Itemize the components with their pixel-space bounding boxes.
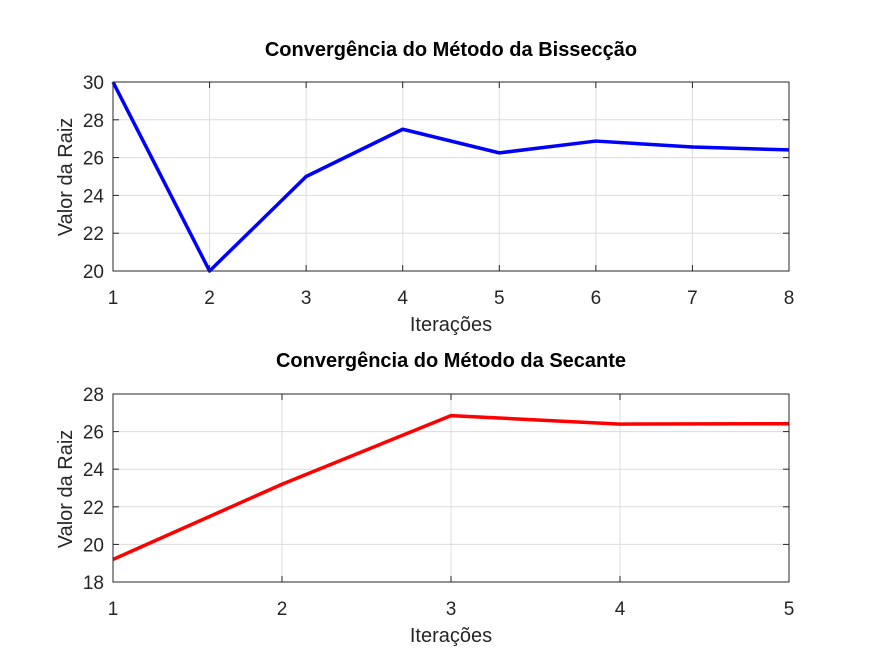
grid xyxy=(112,81,790,272)
series-line-0 xyxy=(111,81,790,273)
y-tick-label: 26 xyxy=(83,423,104,444)
x-tick-label: 8 xyxy=(784,288,795,309)
x-tick-label: 2 xyxy=(204,288,215,309)
x-tick-label: 5 xyxy=(784,599,795,620)
y-tick-label: 28 xyxy=(83,111,104,132)
chart-title: Convergência do Método da Bissecção xyxy=(265,39,637,61)
x-tick-label: 5 xyxy=(494,288,505,309)
y-tick-label: 20 xyxy=(83,535,104,556)
x-tick-label: 3 xyxy=(446,599,457,620)
y-tick-label: 26 xyxy=(83,149,104,170)
x-tick-label: 4 xyxy=(397,288,408,309)
y-tick-label: 30 xyxy=(83,73,104,94)
x-tick-label: 3 xyxy=(301,288,312,309)
y-tick-label: 24 xyxy=(83,186,105,207)
x-tick-label: 7 xyxy=(687,288,698,309)
y-tick-label: 20 xyxy=(83,262,104,283)
y-tick-label: 18 xyxy=(83,573,104,594)
bisection-chart: Convergência do Método da Bissecção Iter… xyxy=(55,39,794,336)
y-tick-label: 28 xyxy=(83,385,104,406)
x-tick-label: 4 xyxy=(615,599,626,620)
y-axis-label: Valor da Raiz xyxy=(55,430,77,549)
x-tick-label: 1 xyxy=(108,288,119,309)
axes-box xyxy=(112,81,790,272)
y-axis-label: Valor da Raiz xyxy=(55,118,77,237)
x-tick-label: 6 xyxy=(591,288,602,309)
x-tick-label: 1 xyxy=(108,599,119,620)
series-line-0 xyxy=(112,413,790,562)
x-axis-label: Iterações xyxy=(410,625,492,647)
secant-chart: Convergência do Método da Secante Iteraç… xyxy=(55,350,794,647)
x-tick-label: 2 xyxy=(277,599,288,620)
chart-title: Convergência do Método da Secante xyxy=(276,350,626,372)
x-axis-label: Iterações xyxy=(410,314,492,336)
y-tick-label: 24 xyxy=(83,460,105,481)
y-tick-label: 22 xyxy=(83,224,104,245)
y-tick-label: 22 xyxy=(83,498,104,519)
